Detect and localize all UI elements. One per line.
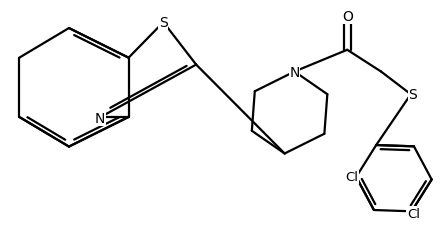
- Text: O: O: [342, 10, 353, 24]
- Text: N: N: [95, 111, 105, 125]
- Text: Cl: Cl: [407, 207, 420, 220]
- Text: N: N: [289, 65, 300, 79]
- Text: S: S: [409, 88, 417, 102]
- Text: Cl: Cl: [346, 171, 359, 184]
- Text: S: S: [159, 16, 168, 30]
